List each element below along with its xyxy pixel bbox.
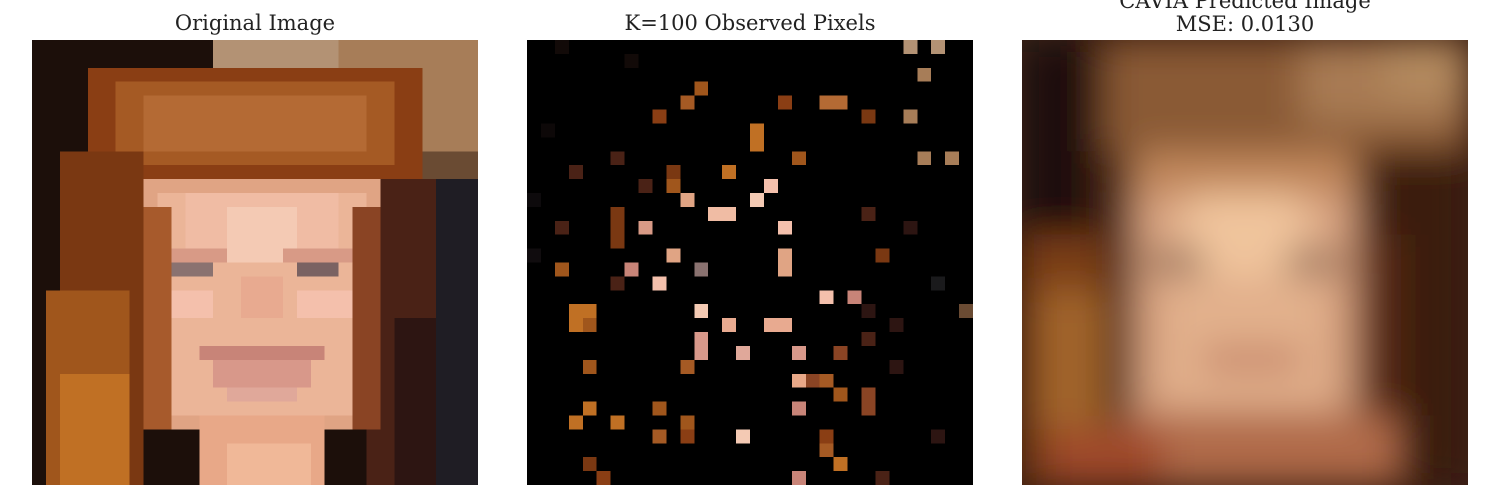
- mse-label: MSE: 0.0130: [1175, 12, 1315, 36]
- original-image-title: Original Image: [174, 11, 336, 35]
- observed-pixels-grid: [527, 40, 973, 485]
- predicted-image-pixels: [1022, 40, 1468, 485]
- predicted-image-title: CAVIA Predicted Image: [1119, 0, 1371, 13]
- observed-pixels-title: K=100 Observed Pixels: [624, 11, 876, 35]
- observed-pixels-image: [527, 40, 973, 485]
- original-image: [32, 40, 478, 485]
- predicted-image: [1022, 40, 1468, 485]
- original-image-pixels: [32, 40, 478, 485]
